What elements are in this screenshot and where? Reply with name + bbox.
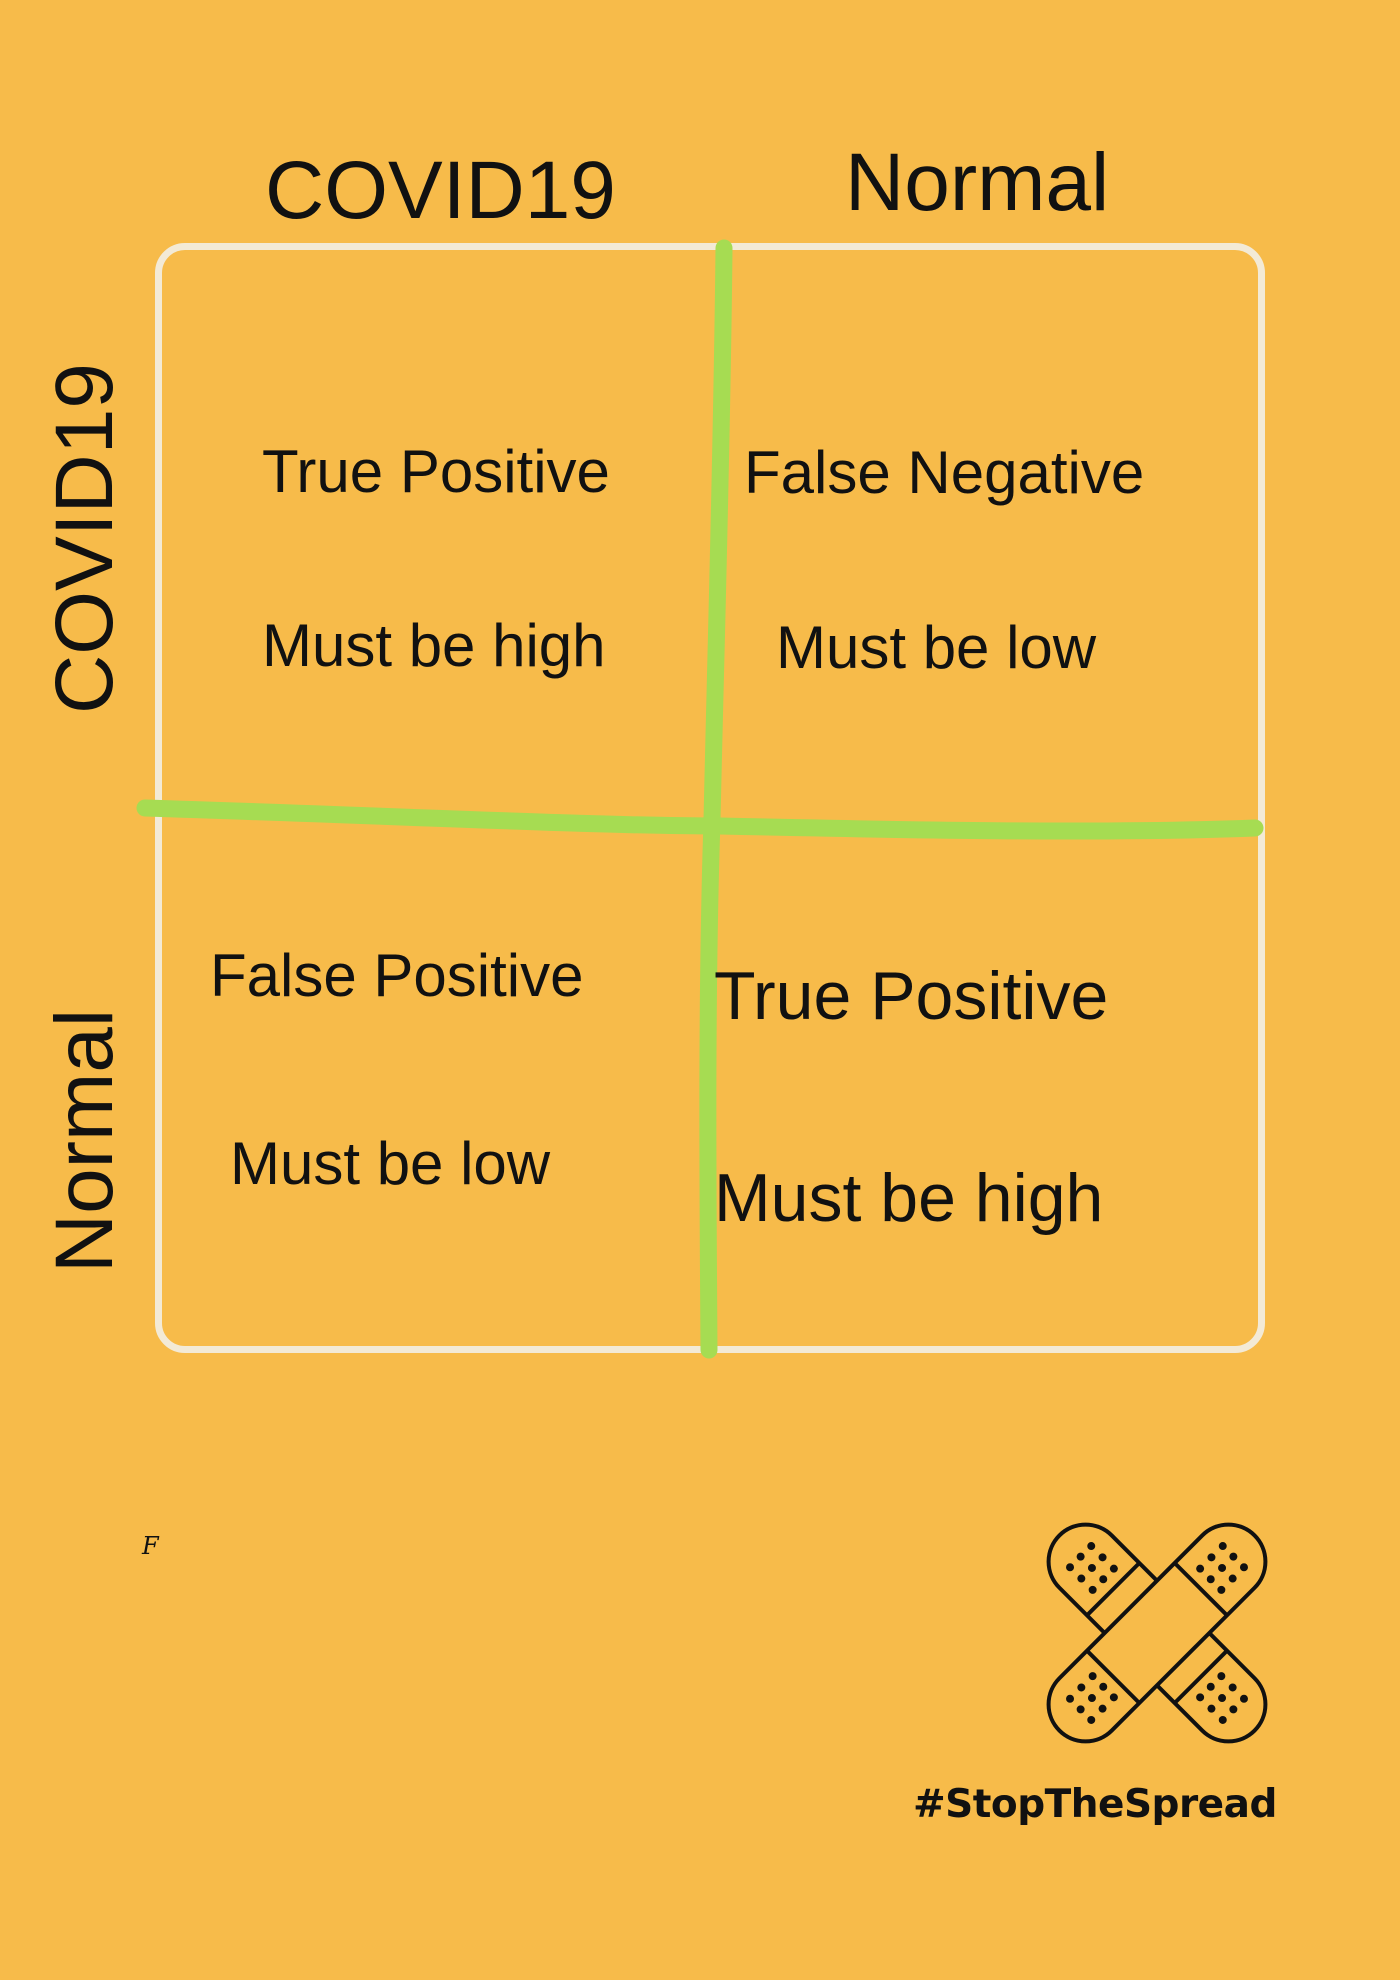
cell-bottom-right-note: Must be high (714, 1160, 1104, 1236)
column-header-covid19: COVID19 (265, 145, 616, 236)
cell-bottom-right-title: True Positive (714, 958, 1109, 1034)
cell-top-left-note: Must be high (262, 612, 606, 679)
cell-top-right-note: Must be low (776, 614, 1097, 681)
cell-bottom-left-note: Must be low (230, 1130, 551, 1197)
horizontal-divider (136, 799, 1264, 840)
hashtag-label: #StopTheSpread (913, 1782, 1277, 1827)
cell-top-right-title: False Negative (744, 439, 1145, 506)
column-header-normal: Normal (845, 137, 1110, 228)
cell-bottom-left-title: False Positive (210, 942, 584, 1009)
cell-top-left-title: True Positive (262, 438, 610, 505)
stray-letter: F (142, 1532, 159, 1560)
